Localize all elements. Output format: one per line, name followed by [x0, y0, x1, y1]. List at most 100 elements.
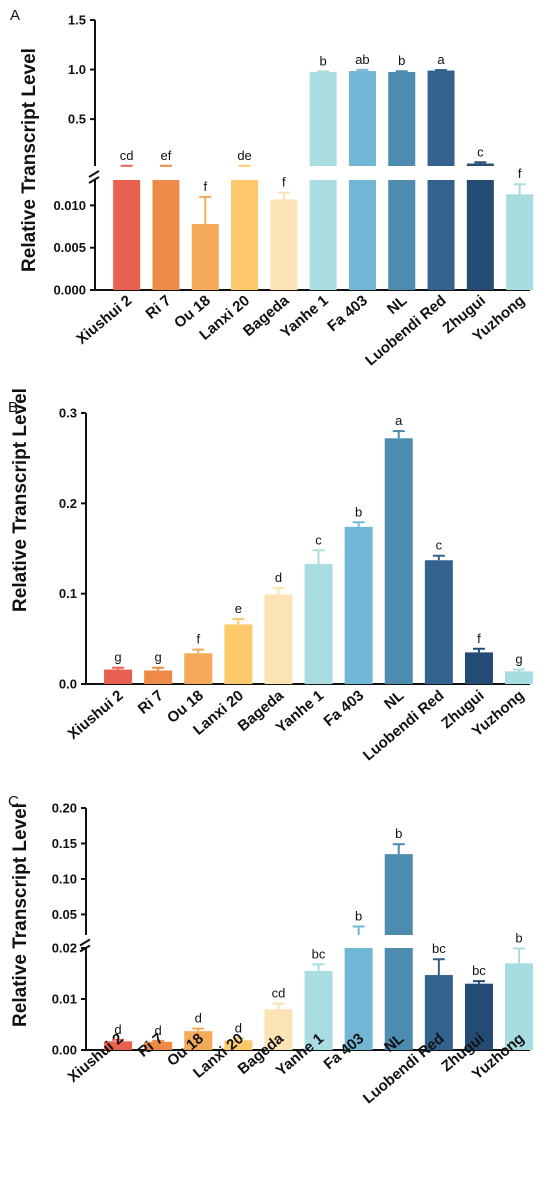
panel-a-sig-label: ab: [355, 52, 369, 67]
panel-b-sig-label: g: [515, 652, 522, 667]
panel-c-bar: [344, 948, 373, 1050]
panel-a-sig-label: c: [477, 144, 484, 159]
panel-b-bar: [464, 652, 493, 684]
panel-a-axis-break-mark: [88, 170, 100, 178]
panel-a-sig-label: f: [518, 166, 522, 181]
panel-a-bar: [309, 72, 337, 166]
panel-a-sig-label: b: [320, 53, 327, 68]
panel-a-ytick-label: 0.010: [53, 198, 86, 213]
panel-c-sig-label: bc: [472, 963, 486, 978]
panel-a-category-label: Fa 403: [324, 292, 371, 335]
panel-c-bar: [384, 854, 413, 935]
panel-a-bar: [348, 71, 376, 166]
panel-b-sig-label: d: [275, 570, 282, 585]
panel-a-ytick-label: 1.0: [68, 62, 86, 77]
panel-c-sig-label: cd: [272, 986, 286, 1001]
panel-c-bar: [464, 983, 493, 1050]
panel-b-ylabel: Relative Transcript Level: [10, 388, 31, 612]
panel-c-axis-break-mark: [79, 938, 91, 947]
panel-b-bar: [264, 594, 293, 684]
panel-b-category-label: Xiushui 2: [65, 687, 127, 743]
panel-c-bar: [264, 1009, 293, 1050]
panel-a-ytick-label: 0.000: [53, 283, 86, 298]
panel-a-sig-label: f: [203, 179, 207, 194]
panel-c-bar: [104, 1041, 133, 1050]
panel-b-bar: [384, 438, 413, 684]
panel-c-sig-label: bc: [312, 946, 326, 961]
panel-c-ytick-label: 0.15: [52, 836, 77, 851]
panel-a-bar: [348, 180, 376, 290]
panel-c-ylabel: Relative Transcript Level: [10, 803, 31, 1027]
panel-b-ytick-label: 0.0: [59, 677, 77, 692]
panel-c-ytick-label: 0.10: [52, 871, 77, 886]
panel-c-sig-label: d: [235, 1020, 242, 1035]
panel-b-category-label: NL: [381, 687, 407, 713]
panel-a-bar: [466, 163, 494, 166]
panel-a-ytick-label: 0.5: [68, 112, 86, 127]
panel-b-sig-label: c: [315, 532, 322, 547]
panel-a-bar: [270, 199, 298, 290]
panel-c-ytick-label: 0.01: [52, 992, 77, 1007]
panel-c-bar: [184, 1031, 213, 1050]
panel-c-bar: [224, 1040, 253, 1050]
panel-c-sig-label: b: [515, 931, 522, 946]
panel-a-bar: [152, 180, 180, 290]
panel-b-bar: [104, 669, 133, 684]
panel-b-bar: [184, 653, 213, 684]
panel-b-bar: [424, 560, 453, 684]
panel-b-bar: [304, 563, 333, 684]
panel-b-bar: [505, 671, 534, 684]
panel-c-label: C: [8, 793, 19, 810]
panel-a-label: A: [10, 7, 20, 24]
panel-b-category-label: Fa 403: [321, 687, 368, 730]
panel-c-ytick-label: 0.00: [52, 1043, 77, 1058]
panel-a-bar: [231, 180, 259, 290]
panel-b-ytick-label: 0.2: [59, 496, 77, 511]
panel-a-ytick-label: 0.005: [53, 240, 86, 255]
panel-a-category-label: Ri 7: [143, 292, 175, 323]
panel-a-ylabel: Relative Transcript Level: [19, 48, 40, 272]
panel-b-label: B: [8, 399, 18, 416]
panel-b-sig-label: f: [196, 632, 200, 647]
panel-a-bar: [427, 70, 455, 166]
panel-a-axis-break-mark: [88, 176, 100, 184]
panel-c-bar: [384, 948, 413, 1050]
panel-c-sig-label: d: [114, 1022, 121, 1037]
panel-b-sig-label: f: [477, 631, 481, 646]
panel-c-ytick-label: 0.02: [52, 941, 77, 956]
panel-b-category-label: Ri 7: [135, 687, 167, 718]
panel-c-sig-label: d: [155, 1023, 162, 1038]
panel-b-sig-label: a: [395, 413, 403, 428]
panel-c-sig-label: b: [355, 908, 362, 923]
panel-b-sig-label: e: [235, 601, 242, 616]
panel-c-sig-label: b: [395, 826, 402, 841]
panel-c-sig-label: d: [195, 1011, 202, 1026]
panel-c-bar: [144, 1041, 173, 1050]
panel-a-bar: [506, 194, 534, 290]
panel-b-sig-label: c: [436, 538, 443, 553]
panel-a-bar: [466, 180, 494, 290]
panel-a-bar: [309, 180, 337, 290]
panel-b-bar: [224, 624, 253, 684]
panel-c-bar: [505, 963, 534, 1050]
panel-b-ytick-label: 0.3: [59, 406, 77, 421]
panel-b-bar: [344, 526, 373, 684]
panel-a-sig-label: cd: [120, 148, 134, 163]
panel-a-sig-label: b: [398, 53, 405, 68]
panel-a-category-label: NL: [384, 292, 410, 318]
panel-c-category-label: Xiushui 2: [65, 1030, 127, 1086]
panel-c-sig-label: bc: [432, 941, 446, 956]
panel-c-bar: [304, 970, 333, 1050]
panel-b-bar: [144, 670, 173, 684]
panel-c-ytick-label: 0.20: [52, 801, 77, 816]
panel-a-bar: [388, 72, 416, 166]
panel-b-sig-label: g: [155, 650, 162, 665]
panel-a-sig-label: de: [237, 148, 251, 163]
panel-a-category-label: Xiushui 2: [73, 292, 135, 348]
panel-a-sig-label: f: [282, 175, 286, 190]
panel-a-bar: [113, 180, 141, 290]
panel-c-category-label: Ri 7: [135, 1030, 167, 1061]
panel-a-ytick-label: 1.5: [68, 13, 86, 28]
panel-a-sig-label: ef: [161, 148, 172, 163]
